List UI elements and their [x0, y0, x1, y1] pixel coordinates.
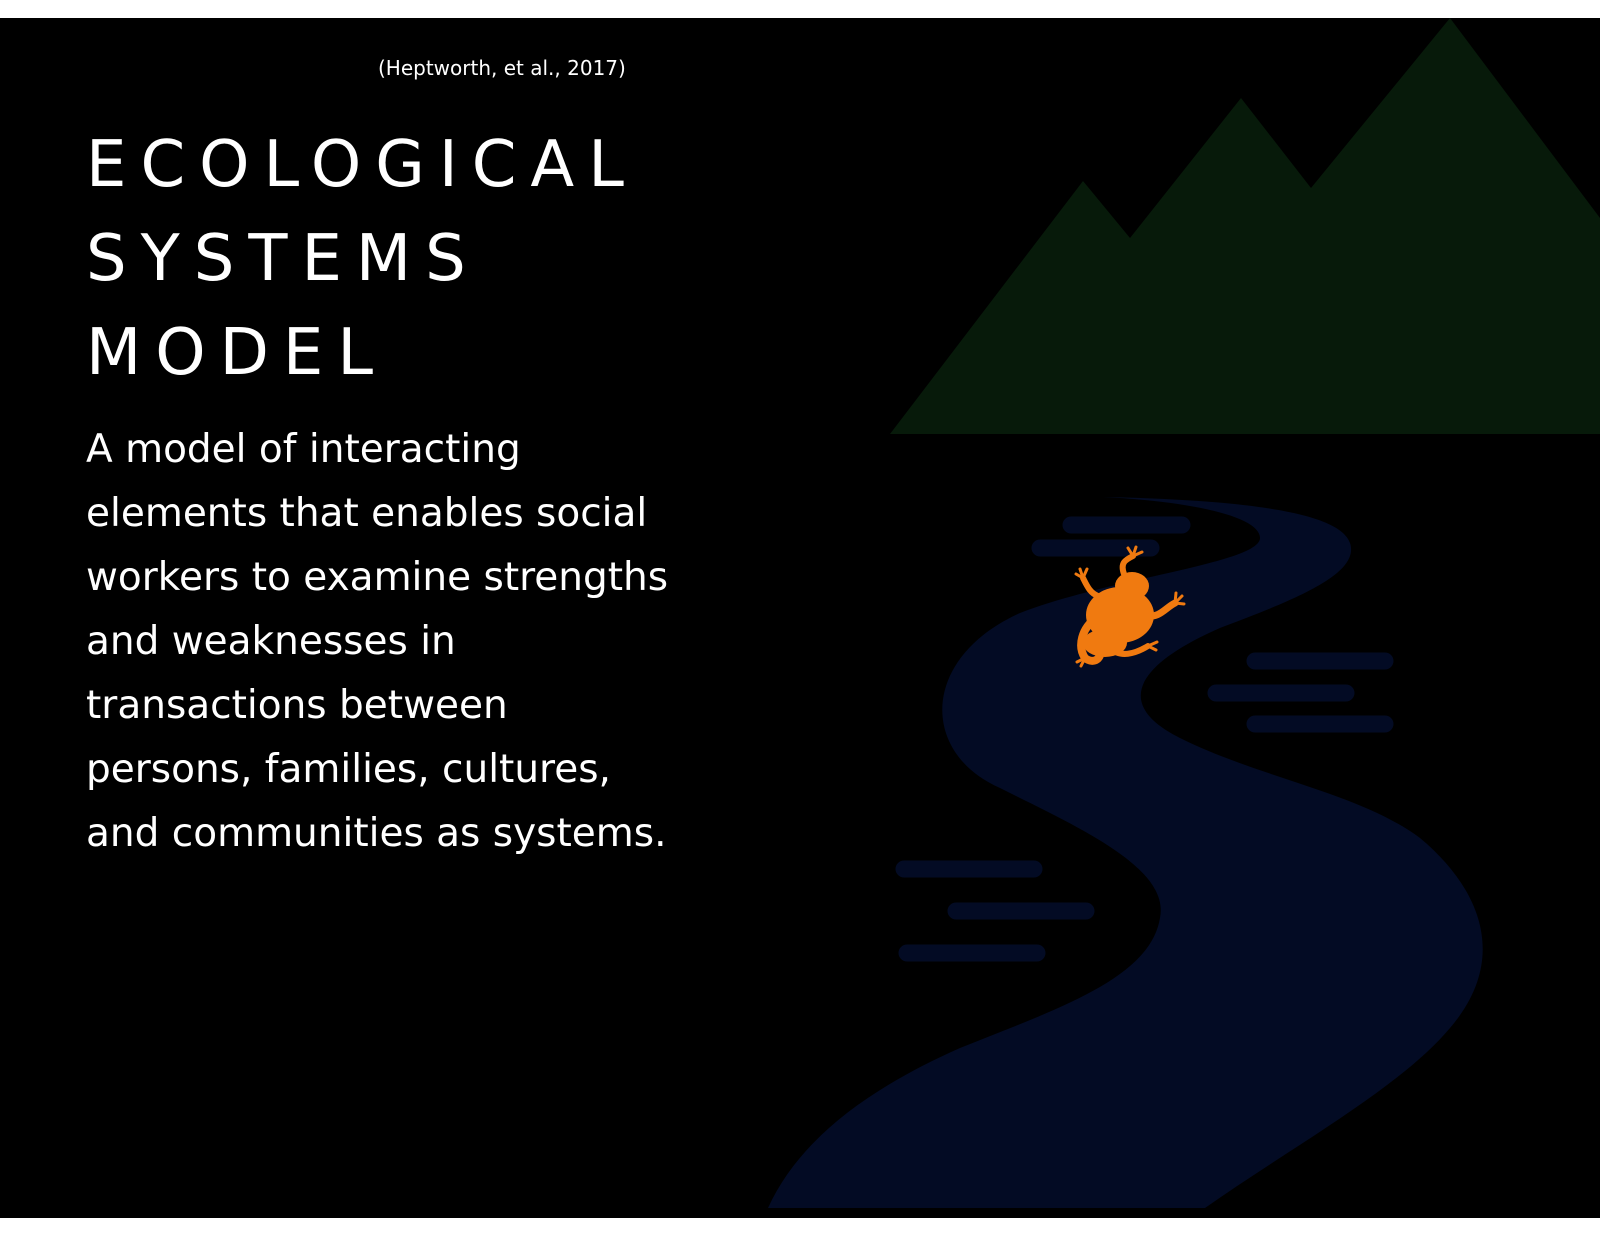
title-line: MODEL [86, 316, 387, 390]
slide: (Heptworth, et al., 2017) ECOLOGICAL SYS… [0, 18, 1600, 1218]
title-line: SYSTEMS [86, 222, 480, 296]
citation: (Heptworth, et al., 2017) [378, 56, 626, 80]
river-illustration [768, 497, 1483, 1208]
frog-icon [1074, 545, 1186, 668]
slide-title: ECOLOGICAL SYSTEMS MODEL [86, 118, 638, 400]
title-line: ECOLOGICAL [86, 128, 638, 202]
water-streaks [895, 516, 1394, 962]
definition-text: A model of interacting elements that ena… [86, 427, 669, 856]
mountains-illustration [890, 18, 1600, 434]
landscape-illustration [768, 18, 1600, 1208]
